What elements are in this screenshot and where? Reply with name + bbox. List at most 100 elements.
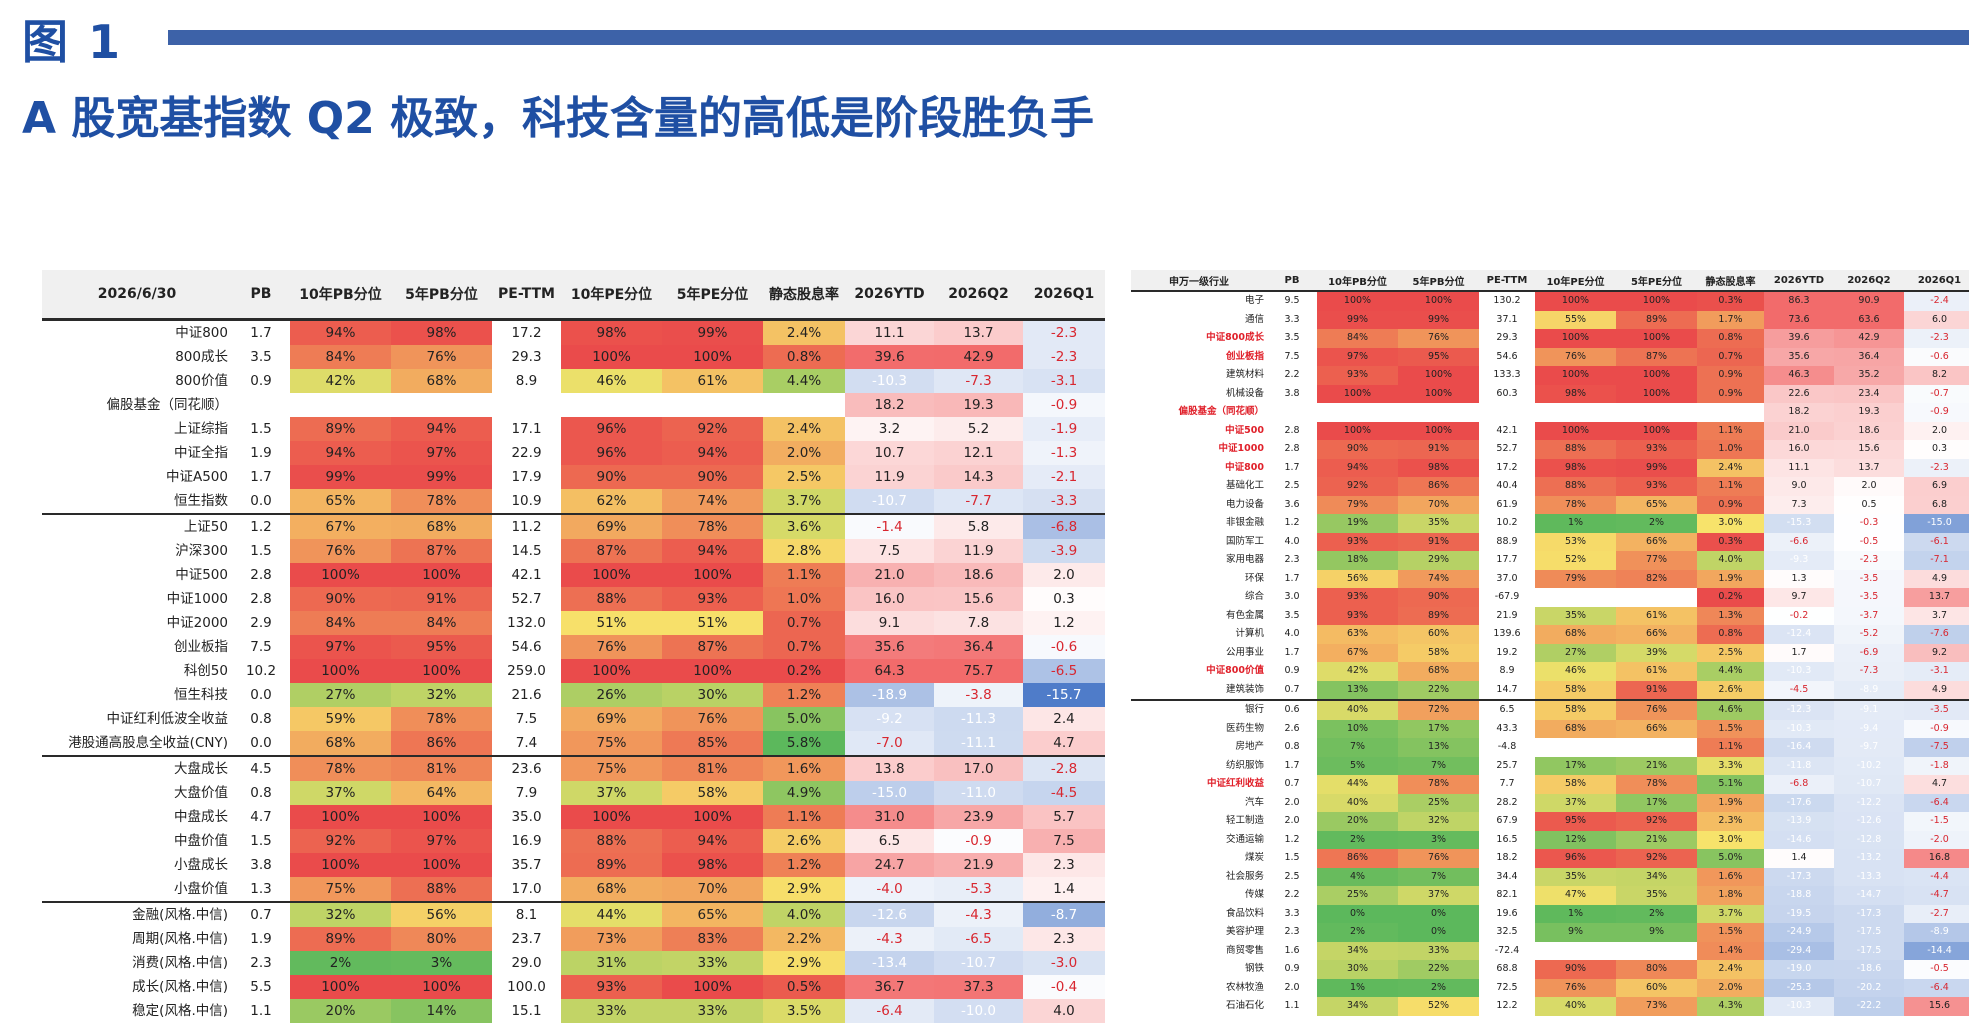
row-label: 中证800价值: [1206, 665, 1264, 676]
cell-pe: 130.2: [1493, 295, 1521, 306]
cell-pb5: 35%: [1398, 514, 1479, 533]
row-label: 上证综指: [174, 421, 228, 437]
cell-pb: 2.2: [1284, 889, 1300, 900]
cell-q2: -13.2: [1834, 849, 1904, 868]
cell-pb10: 100%: [1317, 291, 1398, 311]
cell-ytd: -12.3: [1764, 699, 1834, 720]
cell-q1: 13.7: [1904, 588, 1969, 607]
cell-ytd: -18.8: [1764, 886, 1834, 905]
cell-pe: [1479, 403, 1535, 422]
cell-ytd: 64.3: [845, 659, 934, 683]
cell-q1: 6.9: [1904, 477, 1969, 496]
cell-pb: 1.5: [250, 421, 272, 437]
cell-pe5: 100%: [662, 975, 763, 999]
cell-pe: 54.6: [1496, 350, 1518, 362]
table-row: 偏股基金（同花顺） 18.2 19.3 -0.9: [42, 393, 1105, 417]
cell-pb5: 95%: [1398, 347, 1479, 366]
cell-pe: 22.9: [511, 445, 542, 461]
cell-pb10: 100%: [290, 805, 391, 829]
cell-dy: 4.0%: [763, 901, 845, 927]
cell-dy: 2.6%: [763, 829, 845, 853]
table-row: 中盘成长 4.7 100% 100% 35.0 100% 100% 1.1% 31.0 23.9 5…: [42, 805, 1105, 829]
table-row: 纺织服饰 1.7 5% 7% 25.7 17% 21% 3.3% -11.8 -10.2 -1.8: [1131, 756, 1969, 775]
table-row: 轻工制造 2.0 20% 32% 67.9 95% 92% 2.3% -13.9 -12.6 -1.…: [1131, 812, 1969, 831]
row-label: 偏股基金（同花顺）: [106, 397, 229, 413]
cell-q2: 19.3: [1834, 403, 1904, 422]
column-header: 5年PE分位: [662, 270, 763, 321]
cell-q1: -2.0: [1904, 830, 1969, 849]
row-label: 计算机: [1235, 628, 1264, 639]
cell-pb: 2.8: [250, 567, 272, 583]
cell-pb10: 67%: [290, 513, 391, 539]
cell-pb5: 97%: [391, 441, 492, 465]
cell-pb5: 95%: [391, 635, 492, 659]
cell-ytd: 11.1: [845, 319, 934, 345]
cell-pe: 259.0: [507, 663, 546, 679]
cell-pe5: 21%: [1616, 756, 1697, 775]
cell-pb5: 68%: [391, 369, 492, 393]
column-header: PE-TTM: [492, 270, 561, 321]
cell-q1: 16.8: [1904, 849, 1969, 868]
cell-dy: 0.7%: [763, 635, 845, 659]
cell-pb5: 90%: [1398, 588, 1479, 607]
cell-pe10: 69%: [561, 707, 662, 731]
row-label: 小盘成长: [174, 857, 228, 873]
table-row: 成长(风格.中信) 5.5 100% 100% 100.0 93% 100% 0.5% 36.7…: [42, 975, 1105, 999]
cell-pe5: 90%: [662, 465, 763, 489]
cell-dy: 3.6%: [763, 513, 845, 539]
cell-pb: 2.9: [250, 615, 272, 631]
cell-pe5: 100%: [662, 345, 763, 369]
cell-pe10: 79%: [1535, 569, 1616, 588]
column-header: PE-TTM: [1479, 270, 1535, 292]
cell-pb: 1.5: [1284, 852, 1300, 863]
cell-q1: -2.3: [1904, 329, 1969, 348]
table-row: 石油石化 1.1 34% 52% 12.2 40% 73% 4.3% -10.3 -22.2 15.…: [1131, 997, 1969, 1016]
row-label: 中证A500: [165, 469, 228, 485]
cell-pb5: 100%: [391, 563, 492, 587]
cell-pb: 1.7: [1284, 461, 1300, 473]
cell-pb5: 100%: [391, 659, 492, 683]
cell-pe: 15.1: [511, 1003, 542, 1019]
cell-ytd: -13.9: [1764, 812, 1834, 831]
cell-dy: 1.5%: [1697, 719, 1764, 738]
cell-pe10: 100%: [561, 805, 662, 829]
row-label: 社会服务: [1225, 870, 1264, 882]
cell-q1: 8.2: [1904, 366, 1969, 385]
cell-q2: -22.2: [1834, 997, 1904, 1016]
cell-pb: 2.0: [1284, 981, 1300, 993]
row-label: 交通运输: [1225, 833, 1264, 845]
cell-pb10: 92%: [1317, 477, 1398, 496]
table-header-row: 申万一级行业 PB 10年PB分位 5年PB分位 PE-TTM 10年PE分位 5年PE分位…: [1131, 270, 1969, 292]
cell-pe5: 87%: [662, 635, 763, 659]
cell-pb: 1.3: [250, 881, 272, 897]
cell-pe: 67.9: [1496, 815, 1518, 826]
cell-q1: -3.5: [1904, 699, 1969, 720]
cell-dy: 1.9%: [1697, 569, 1764, 588]
cell-pb5: 99%: [1398, 310, 1479, 329]
cell-dy: 0.8%: [1697, 329, 1764, 348]
cell-q2: 18.6: [934, 563, 1023, 587]
cell-pb5: 100%: [1398, 291, 1479, 311]
cell-pe5: 66%: [1616, 719, 1697, 738]
cell-q1: 3.7: [1904, 606, 1969, 625]
table-row: 小盘成长 3.8 100% 100% 35.7 89% 98% 1.2% 24.7 21.9 2.3: [42, 853, 1105, 877]
cell-pb10: 89%: [290, 927, 391, 951]
cell-pe5: 94%: [662, 829, 763, 853]
cell-pb5: 81%: [391, 755, 492, 781]
cell-q1: 0.3: [1904, 440, 1969, 459]
cell-pb5: 100%: [391, 805, 492, 829]
cell-pe10: 98%: [561, 319, 662, 345]
row-label: 中盘成长: [174, 809, 228, 825]
cell-dy: 0.2%: [763, 659, 845, 683]
cell-pb5: 86%: [391, 731, 492, 756]
cell-q2: 90.9: [1834, 291, 1904, 311]
cell-pe10: 96%: [1535, 849, 1616, 868]
cell-q2: 63.6: [1834, 310, 1904, 329]
table-row: 传媒 2.2 25% 37% 82.1 47% 35% 1.8% -18.8 -14.7 -4.7: [1131, 886, 1969, 905]
cell-pb5: 78%: [391, 489, 492, 514]
table-row: 中证800 1.7 94% 98% 17.2 98% 99% 2.4% 11.1 13.7 -2.3: [42, 319, 1105, 345]
cell-dy: 2.9%: [763, 951, 845, 975]
row-label: 食品饮料: [1225, 907, 1264, 919]
cell-pe5: 100%: [1616, 421, 1697, 440]
cell-pb: 4.0: [1284, 535, 1300, 547]
